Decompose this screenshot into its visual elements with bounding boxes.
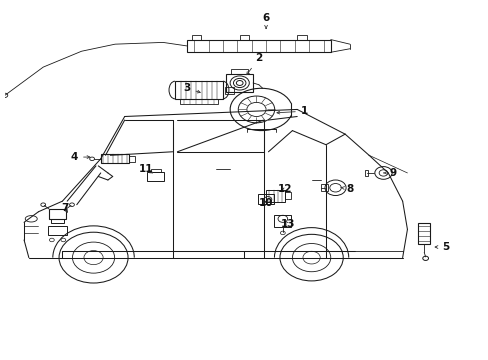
Text: 8: 8 bbox=[340, 184, 353, 194]
Bar bbox=[129, 156, 135, 162]
Bar bbox=[147, 172, 164, 181]
Text: 3: 3 bbox=[183, 83, 200, 93]
Text: 4: 4 bbox=[71, 152, 90, 162]
Bar bbox=[48, 226, 67, 235]
Bar bbox=[231, 69, 248, 74]
Text: 2: 2 bbox=[246, 53, 262, 75]
Bar bbox=[186, 40, 330, 52]
Bar bbox=[175, 81, 223, 99]
Bar bbox=[191, 35, 201, 40]
Bar bbox=[180, 99, 218, 104]
Text: 7: 7 bbox=[61, 203, 68, 213]
Bar bbox=[49, 209, 66, 219]
Text: 11: 11 bbox=[139, 165, 153, 174]
Bar bbox=[265, 190, 285, 202]
Text: 13: 13 bbox=[280, 219, 294, 229]
Bar bbox=[51, 219, 64, 223]
Bar bbox=[226, 74, 253, 92]
Text: 6: 6 bbox=[262, 13, 269, 28]
Bar bbox=[258, 194, 273, 204]
Bar bbox=[285, 192, 290, 199]
Bar bbox=[365, 170, 367, 176]
Text: 12: 12 bbox=[277, 184, 292, 194]
Text: 1: 1 bbox=[276, 106, 307, 116]
Bar bbox=[101, 154, 129, 163]
Text: 10: 10 bbox=[258, 198, 273, 208]
Text: 5: 5 bbox=[434, 242, 448, 252]
Bar bbox=[321, 184, 327, 191]
Bar bbox=[151, 169, 160, 172]
Bar bbox=[274, 215, 290, 227]
Bar bbox=[225, 86, 233, 94]
Bar bbox=[239, 35, 249, 40]
Text: 9: 9 bbox=[383, 168, 396, 178]
Bar bbox=[297, 35, 306, 40]
Bar bbox=[417, 223, 429, 243]
